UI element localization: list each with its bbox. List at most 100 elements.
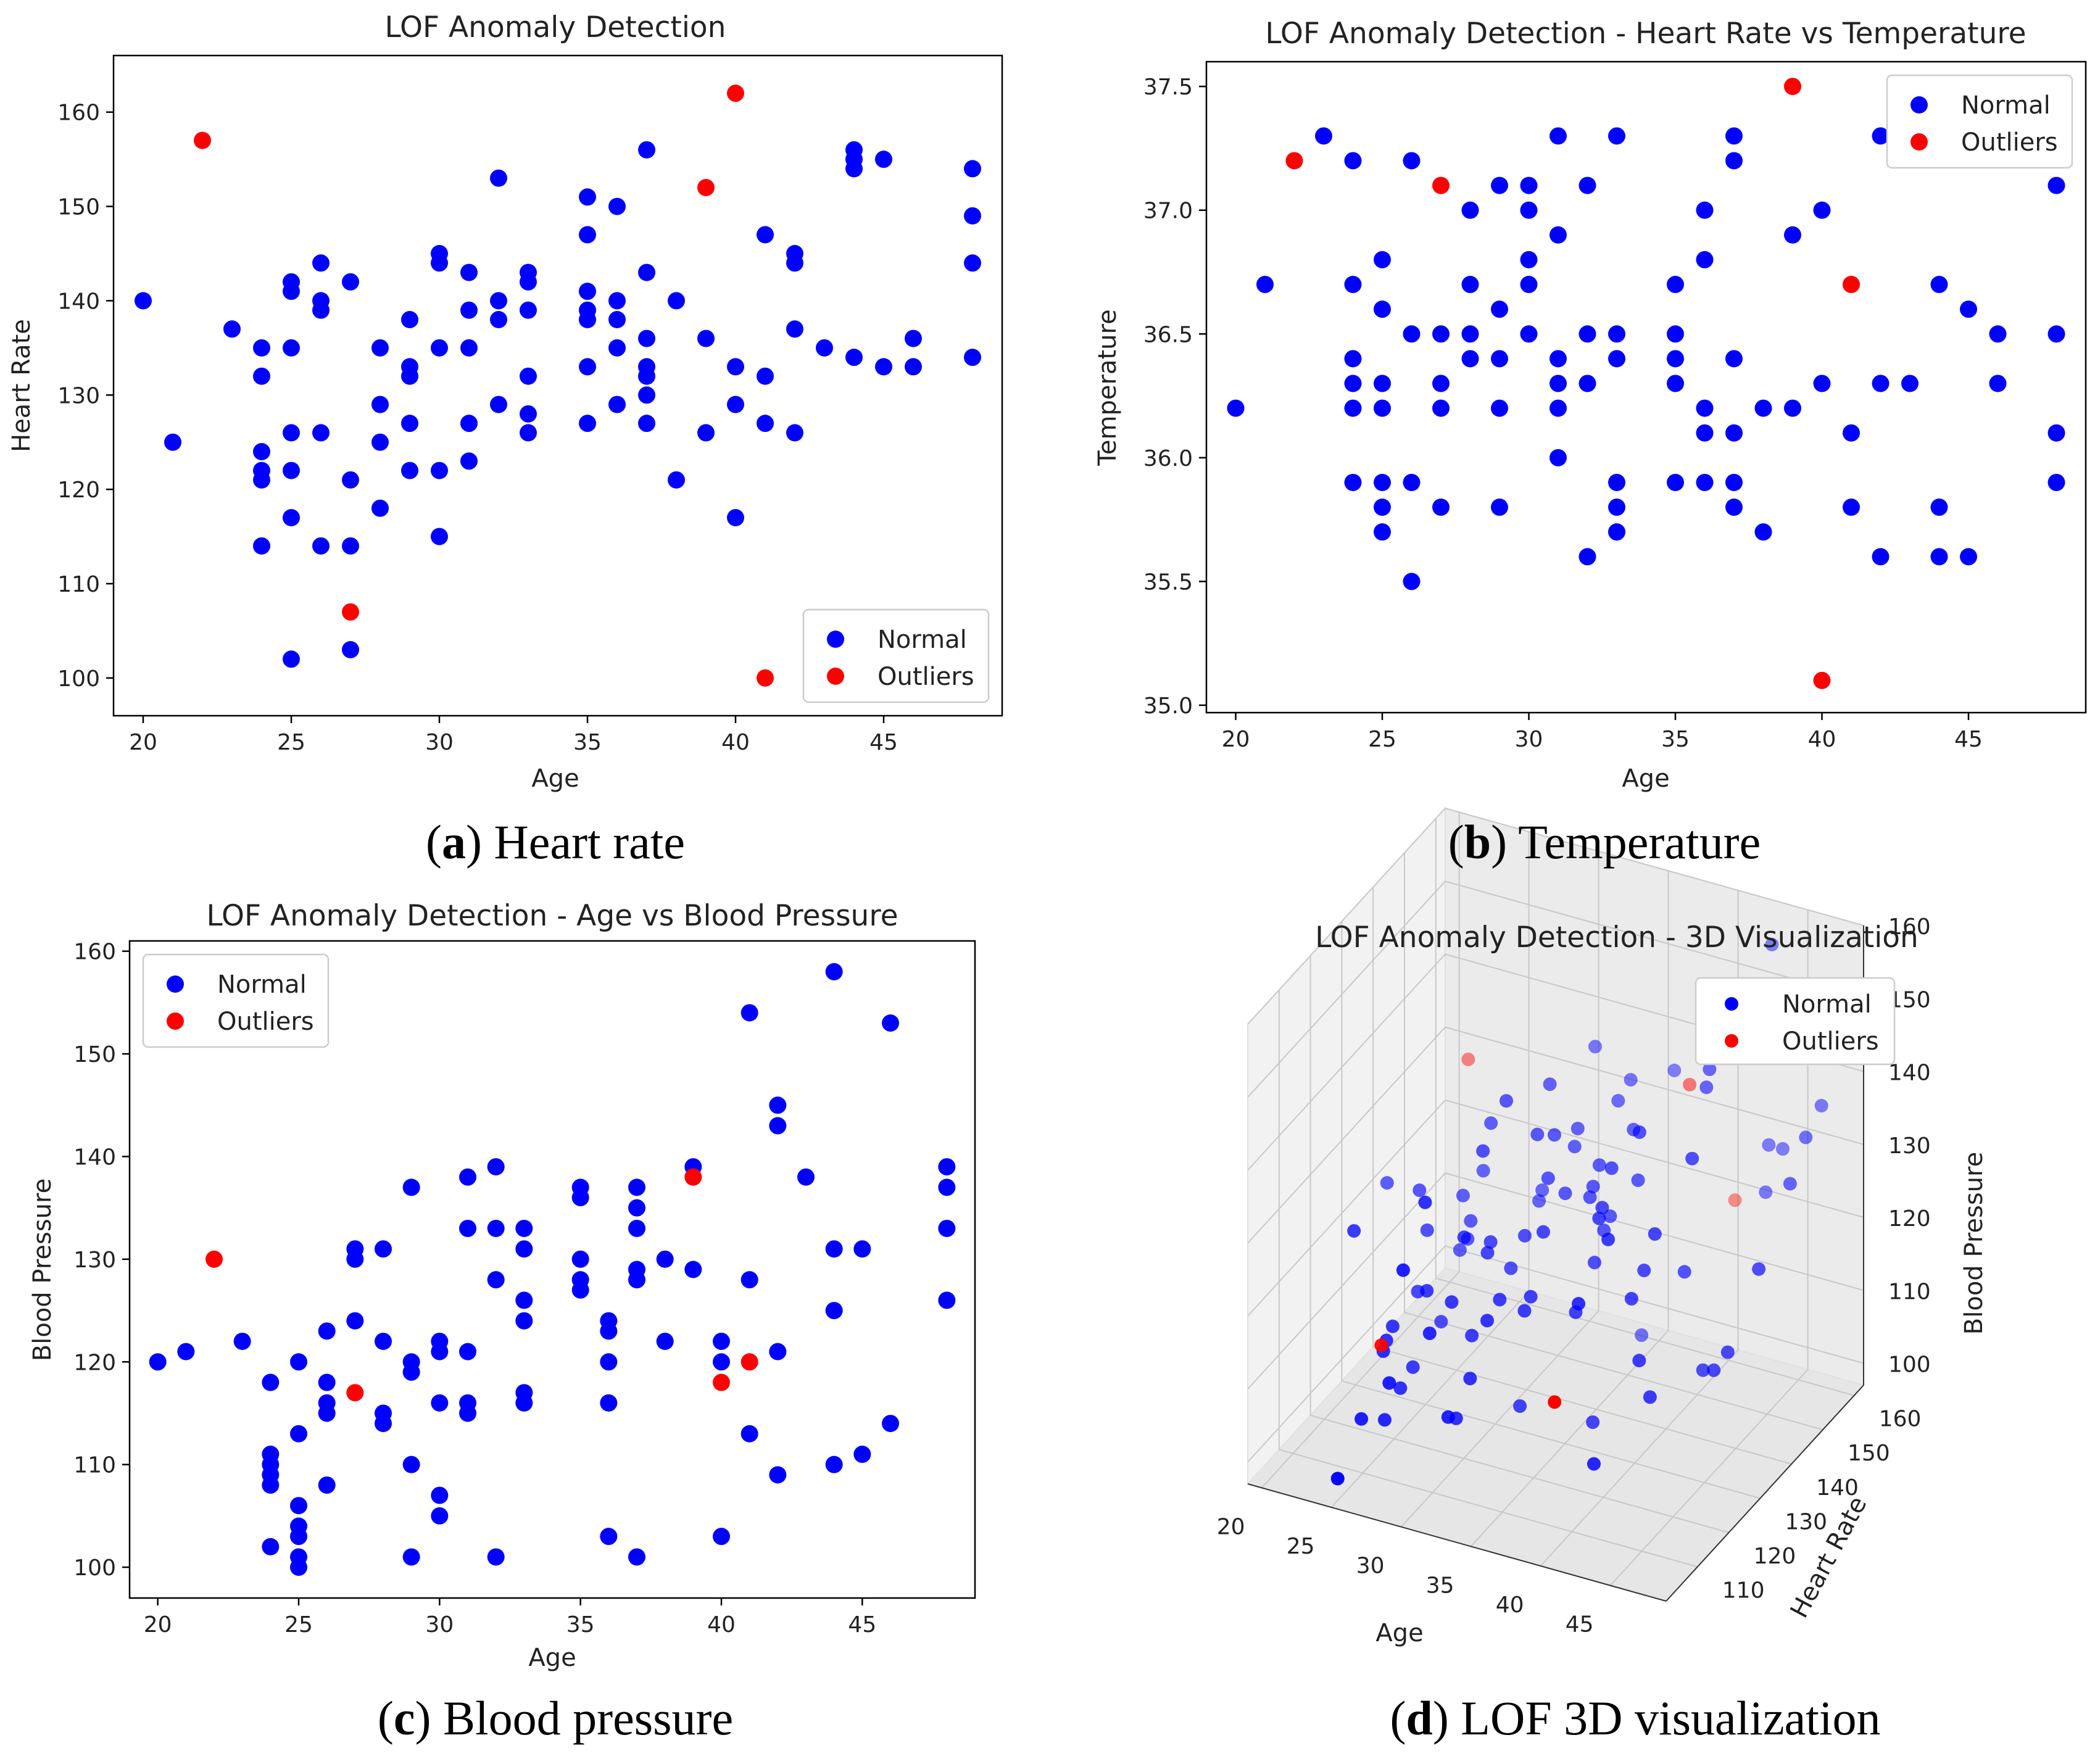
normal-point bbox=[1504, 1261, 1518, 1275]
legend: Normal Outliers bbox=[802, 608, 990, 703]
normal-point bbox=[1872, 375, 1890, 392]
y-tick-label: 120 bbox=[73, 1350, 116, 1375]
normal-point bbox=[1476, 1164, 1490, 1178]
normal-point bbox=[2047, 473, 2065, 491]
normal-point bbox=[1441, 1410, 1455, 1424]
normal-point bbox=[845, 349, 863, 366]
normal-point bbox=[487, 1158, 505, 1176]
normal-point bbox=[1484, 1116, 1498, 1130]
normal-point bbox=[1461, 276, 1479, 294]
normal-point bbox=[1535, 1183, 1549, 1198]
normal-point bbox=[520, 424, 537, 442]
z-tick-label: 100 bbox=[1888, 1352, 1931, 1378]
normal-point bbox=[375, 1240, 392, 1258]
y-tick-label: 150 bbox=[73, 1042, 116, 1067]
normal-point bbox=[2047, 325, 2065, 343]
outliers-point bbox=[684, 1168, 702, 1186]
normal-point bbox=[1382, 1376, 1396, 1390]
normal-point bbox=[964, 160, 981, 178]
normal-point bbox=[875, 151, 892, 168]
grid-line-y bbox=[1278, 990, 1698, 1568]
normal-point bbox=[520, 273, 537, 291]
normal-point bbox=[1432, 325, 1450, 343]
normal-point bbox=[882, 1014, 899, 1032]
chart-title: LOF Anomaly Detection bbox=[385, 10, 726, 44]
normal-point bbox=[487, 1548, 505, 1566]
normal-point bbox=[1570, 1122, 1585, 1136]
x-tick-label: 20 bbox=[144, 1612, 172, 1638]
normal-point bbox=[1558, 1186, 1572, 1201]
caption-text: Heart rate bbox=[481, 815, 686, 869]
normal-point bbox=[1872, 548, 1890, 566]
y-tick-label: 140 bbox=[57, 289, 100, 314]
normal-point bbox=[312, 301, 330, 319]
normal-point bbox=[1432, 399, 1450, 417]
normal-point bbox=[490, 292, 507, 310]
normal-point bbox=[1413, 1183, 1427, 1198]
normal-point bbox=[1344, 152, 1362, 170]
grid-line-z bbox=[1247, 807, 1864, 1025]
y-axis-label: Heart Rate bbox=[7, 319, 36, 452]
normal-point bbox=[1457, 1230, 1471, 1244]
normal-point bbox=[628, 1548, 645, 1566]
normal-point bbox=[1813, 375, 1831, 392]
normal-point bbox=[1624, 1072, 1638, 1087]
normal-point bbox=[1799, 1130, 1813, 1145]
normal-point bbox=[1667, 473, 1684, 491]
normal-point bbox=[628, 1178, 645, 1196]
normal-point bbox=[571, 1189, 589, 1207]
normal-point bbox=[1420, 1223, 1434, 1237]
y-axis-line bbox=[1666, 1385, 1864, 1602]
normal-point bbox=[905, 329, 922, 347]
normal-point bbox=[1432, 499, 1450, 516]
normal-point bbox=[1344, 375, 1362, 392]
normal-point bbox=[290, 1559, 307, 1576]
normal-point bbox=[1403, 473, 1421, 491]
y-tick-label: 36.5 bbox=[1143, 322, 1193, 347]
normal-point bbox=[668, 471, 685, 489]
normal-point bbox=[938, 1219, 956, 1237]
normal-point bbox=[608, 339, 626, 357]
normal-point bbox=[938, 1291, 956, 1309]
chart-title: LOF Anomaly Detection - Heart Rate vs Te… bbox=[1265, 17, 2026, 51]
x-tick-label: 30 bbox=[425, 1612, 454, 1638]
normal-point bbox=[882, 1415, 899, 1433]
normal-point bbox=[1374, 251, 1391, 268]
outliers-point bbox=[741, 1353, 758, 1371]
y-tick-label: 110 bbox=[1722, 1578, 1765, 1603]
normal-point bbox=[1549, 350, 1567, 368]
y-axis-label: Blood Pressure bbox=[28, 1178, 57, 1361]
normal-point bbox=[1549, 449, 1567, 466]
normal-point bbox=[1344, 473, 1362, 491]
normal-point bbox=[1374, 473, 1391, 491]
normal-point bbox=[283, 339, 300, 357]
x-tick-label: 20 bbox=[129, 730, 157, 755]
normal-point bbox=[579, 226, 596, 244]
normal-point bbox=[318, 1373, 336, 1391]
normal-point bbox=[1520, 176, 1538, 194]
y-tick-label: 35.5 bbox=[1143, 569, 1193, 595]
normal-point bbox=[1635, 1328, 1649, 1342]
normal-point bbox=[1592, 1158, 1606, 1172]
legend-marker-outliers bbox=[827, 668, 844, 685]
normal-point bbox=[638, 141, 655, 159]
x-tick-label: 40 bbox=[1496, 1592, 1524, 1618]
normal-point bbox=[697, 424, 715, 442]
normal-point bbox=[964, 254, 981, 272]
grid-line-x bbox=[1261, 812, 1460, 1488]
normal-point bbox=[262, 1538, 280, 1555]
normal-point bbox=[1604, 1161, 1619, 1175]
normal-point bbox=[1491, 350, 1508, 368]
normal-point bbox=[1762, 1138, 1776, 1152]
normal-point bbox=[769, 1117, 787, 1135]
normal-point bbox=[1901, 375, 1919, 392]
x-tick-label: 25 bbox=[277, 730, 305, 755]
normal-point bbox=[1696, 251, 1714, 268]
normal-point bbox=[1752, 1262, 1766, 1276]
legend-label-outliers: Outliers bbox=[1782, 1027, 1879, 1056]
z-axis-label: Blood Pressure bbox=[1960, 1152, 1988, 1335]
normal-point bbox=[402, 1178, 420, 1196]
normal-point bbox=[1543, 1077, 1557, 1091]
